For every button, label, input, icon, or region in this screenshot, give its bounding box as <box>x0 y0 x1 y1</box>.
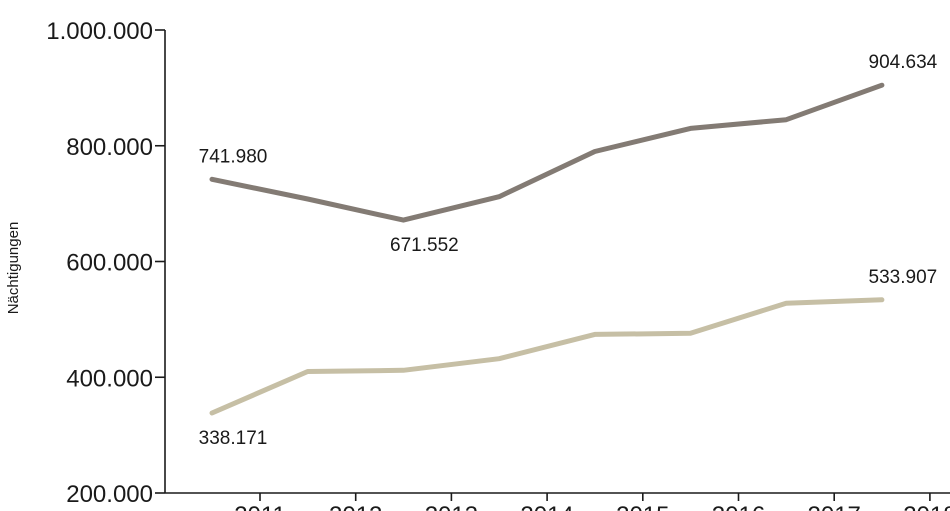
data-labels-layer: 741.980 671.552 904.634 338.171 533.907 <box>199 52 938 449</box>
y-tick-label: 400.000 <box>66 365 153 392</box>
y-tick-label: 1.000.000 <box>46 18 153 45</box>
x-tick-label: 2018 <box>903 502 950 511</box>
x-tick-label: 2015 <box>616 502 669 511</box>
y-tick-label: 800.000 <box>66 134 153 161</box>
x-tick-label: 2013 <box>425 502 478 511</box>
x-tick-label: 2011 <box>234 502 286 511</box>
data-label: 338.171 <box>199 428 268 449</box>
series-line-2 <box>209 297 885 416</box>
x-tick-label: 2014 <box>520 502 573 511</box>
x-tick-label: 2016 <box>712 502 765 511</box>
y-tick-label: 200.000 <box>66 481 153 508</box>
y-tick-label: 600.000 <box>66 250 153 277</box>
data-label: 671.552 <box>390 235 459 256</box>
data-label: 741.980 <box>199 146 268 167</box>
data-label: 904.634 <box>869 52 938 73</box>
data-label: 533.907 <box>869 267 938 288</box>
axes: 200.000 400.000 600.000 800.000 1.000.000 201… <box>46 18 950 511</box>
series-layer <box>209 82 885 416</box>
series-line-1 <box>209 82 885 223</box>
x-tick-label: 2017 <box>808 502 861 511</box>
y-axis-title: Nächtigungen <box>5 222 22 315</box>
x-tick-label: 2012 <box>329 502 382 511</box>
